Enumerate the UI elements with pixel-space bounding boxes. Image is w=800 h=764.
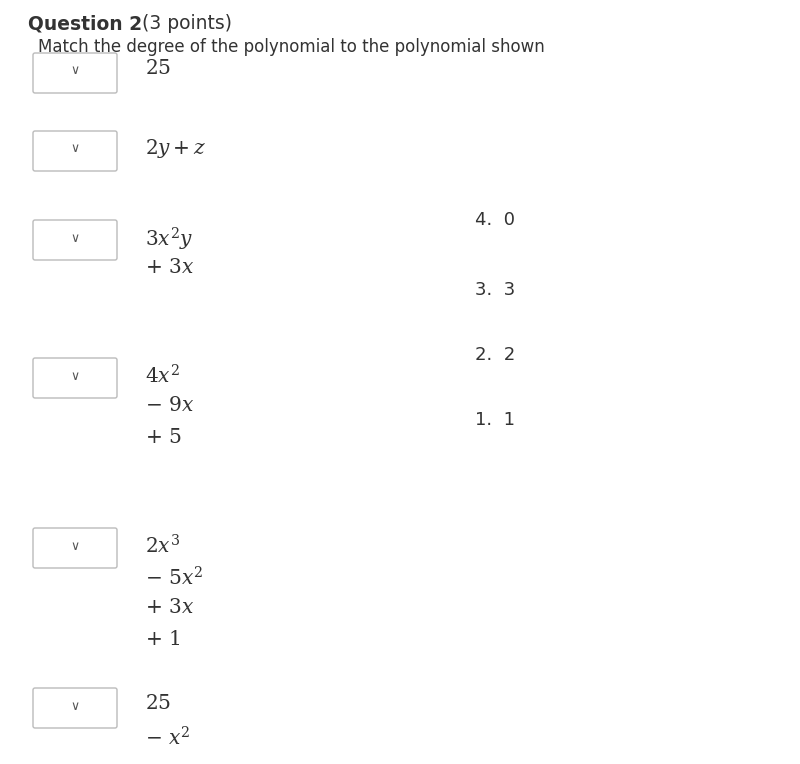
- Text: ∨: ∨: [70, 370, 79, 383]
- Text: $2y + z$: $2y + z$: [145, 137, 206, 160]
- Text: $+\ 5$: $+\ 5$: [145, 428, 182, 447]
- Text: $+\ 3x$: $+\ 3x$: [145, 598, 194, 617]
- Text: 2.  2: 2. 2: [475, 346, 515, 364]
- Text: 3.  3: 3. 3: [475, 281, 515, 299]
- Text: ∨: ∨: [70, 231, 79, 244]
- Text: Match the degree of the polynomial to the polynomial shown: Match the degree of the polynomial to th…: [38, 38, 545, 56]
- Text: $25$: $25$: [145, 694, 171, 713]
- Text: $2x^3$: $2x^3$: [145, 534, 180, 557]
- FancyBboxPatch shape: [33, 688, 117, 728]
- Text: $3x^2y$: $3x^2y$: [145, 226, 193, 253]
- Text: $+\ 3x$: $+\ 3x$: [145, 258, 194, 277]
- Text: ∨: ∨: [70, 64, 79, 77]
- Text: Question 2: Question 2: [28, 14, 142, 33]
- Text: 1.  1: 1. 1: [475, 411, 515, 429]
- FancyBboxPatch shape: [33, 358, 117, 398]
- Text: $4x^2$: $4x^2$: [145, 364, 180, 387]
- Text: $-\ x^2$: $-\ x^2$: [145, 726, 190, 749]
- Text: $+\ 1$: $+\ 1$: [145, 630, 180, 649]
- FancyBboxPatch shape: [33, 53, 117, 93]
- Text: ∨: ∨: [70, 539, 79, 552]
- Text: $-\ 9x$: $-\ 9x$: [145, 396, 194, 415]
- FancyBboxPatch shape: [33, 528, 117, 568]
- Text: ∨: ∨: [70, 700, 79, 713]
- Text: ∨: ∨: [70, 143, 79, 156]
- Text: $-\ 5x^2$: $-\ 5x^2$: [145, 566, 203, 589]
- Text: $25$: $25$: [145, 59, 171, 78]
- FancyBboxPatch shape: [33, 131, 117, 171]
- Text: 4.  0: 4. 0: [475, 211, 515, 229]
- FancyBboxPatch shape: [33, 220, 117, 260]
- Text: (3 points): (3 points): [136, 14, 232, 33]
